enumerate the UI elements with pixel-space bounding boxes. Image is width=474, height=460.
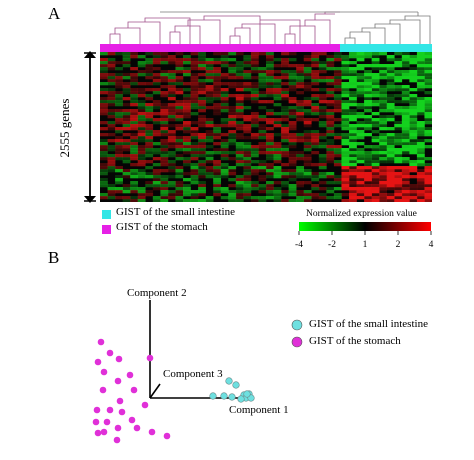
legend-stomach: GIST of the stomach — [116, 221, 208, 233]
stomach-point — [100, 428, 108, 436]
component-1-label: Component 1 — [229, 404, 289, 416]
stomach-swatch — [102, 225, 111, 234]
small-intestine-point — [220, 392, 228, 400]
stomach-point — [113, 436, 121, 444]
stomach-point — [126, 371, 134, 379]
pca-legend-markers — [291, 319, 303, 348]
stomach-point — [92, 418, 100, 426]
colorbar-tick: -4 — [295, 240, 303, 250]
small-intestine-point — [209, 392, 217, 400]
small-intestine-point — [243, 390, 251, 398]
colorbar-tick: 1 — [362, 240, 368, 250]
stomach-point — [114, 424, 122, 432]
stomach-point — [128, 416, 136, 424]
small-intestine-group-bar — [340, 44, 432, 52]
stomach-point — [99, 386, 107, 394]
small-intestine-marker — [291, 319, 303, 331]
stomach-point — [106, 349, 114, 357]
stomach-point — [94, 358, 102, 366]
pca-legend-small-intestine: GIST of the small intestine — [309, 318, 428, 330]
stomach-point — [148, 428, 156, 436]
pca-legend-stomach: GIST of the stomach — [309, 335, 401, 347]
stomach-point — [130, 386, 138, 394]
colorbar-title: Normalized expression value — [306, 209, 417, 219]
small-intestine-point — [237, 395, 245, 403]
small-intestine-point — [232, 381, 240, 389]
small-intestine-swatch — [102, 210, 111, 219]
component-3-label: Component 3 — [163, 368, 223, 380]
stomach-point — [93, 406, 101, 414]
stomach-point — [133, 424, 141, 432]
panel-a-label: A — [48, 4, 61, 23]
genes-arrow — [84, 51, 96, 203]
stomach-point — [114, 377, 122, 385]
stomach-marker — [291, 336, 303, 348]
stomach-point — [94, 429, 102, 437]
stomach-point — [163, 432, 171, 440]
colorbar-tick: 4 — [428, 240, 434, 250]
small-intestine-point — [228, 393, 236, 401]
stomach-point — [100, 368, 108, 376]
stomach-point — [115, 355, 123, 363]
colorbar-tick: -2 — [328, 240, 336, 250]
colorbar — [299, 222, 431, 231]
panel-b-label: B — [48, 248, 60, 267]
stomach-point — [141, 401, 149, 409]
component-2-label: Component 2 — [127, 287, 187, 299]
heatmap — [100, 52, 432, 202]
colorbar-ticks — [298, 231, 432, 235]
stomach-point — [116, 397, 124, 405]
dendrogram — [109, 11, 431, 46]
colorbar-tick: 2 — [395, 240, 401, 250]
stomach-point — [146, 354, 154, 362]
stomach-point — [97, 338, 105, 346]
stomach-group-bar — [100, 44, 340, 52]
small-intestine-point — [225, 377, 233, 385]
stomach-point — [106, 406, 114, 414]
component-3-axis — [149, 383, 161, 399]
legend-small-intestine: GIST of the small intestine — [116, 206, 235, 218]
stomach-point — [103, 418, 111, 426]
stomach-point — [118, 408, 126, 416]
